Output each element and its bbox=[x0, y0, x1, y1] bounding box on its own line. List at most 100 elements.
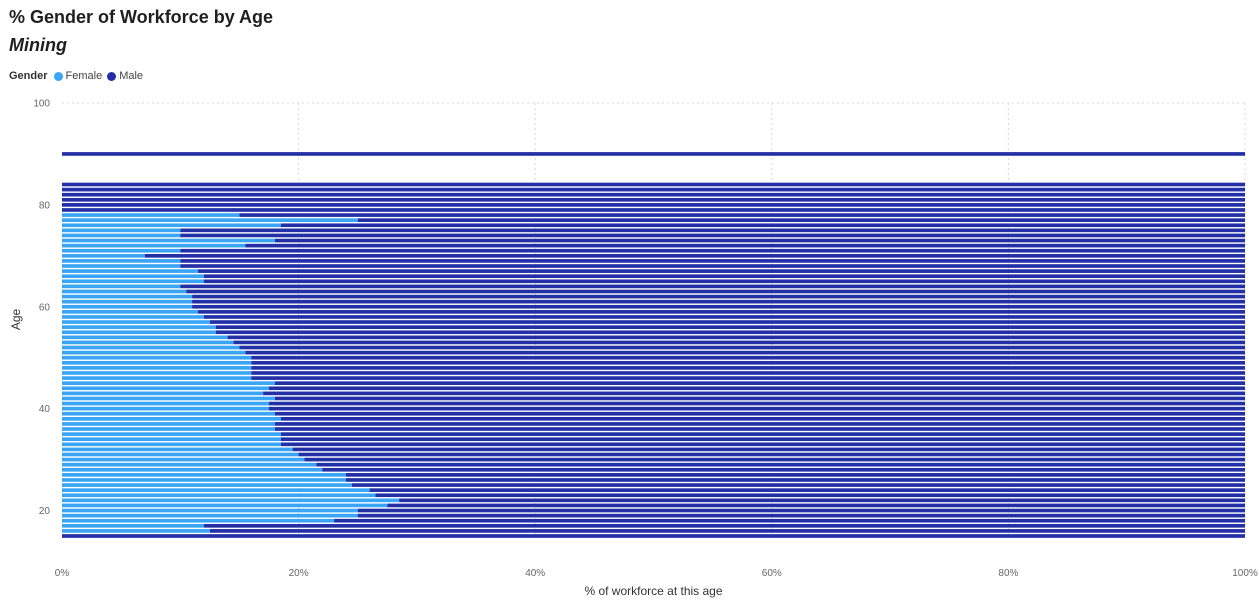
bar-female[interactable] bbox=[62, 299, 193, 304]
bar-female[interactable] bbox=[62, 264, 181, 268]
bar-male[interactable] bbox=[180, 228, 1245, 233]
bar-female[interactable] bbox=[62, 462, 317, 467]
bar-male[interactable] bbox=[357, 508, 1245, 513]
bar-female[interactable] bbox=[62, 371, 252, 375]
bar-male[interactable] bbox=[62, 197, 1245, 202]
bar-female[interactable] bbox=[62, 228, 181, 233]
bar-female[interactable] bbox=[62, 427, 275, 431]
bar-female[interactable] bbox=[62, 274, 204, 279]
bar-male[interactable] bbox=[334, 518, 1246, 523]
bar-female[interactable] bbox=[62, 366, 252, 370]
bar-male[interactable] bbox=[357, 513, 1245, 518]
bar-female[interactable] bbox=[62, 218, 358, 222]
bar-male[interactable] bbox=[62, 187, 1245, 192]
bar-male[interactable] bbox=[274, 422, 1245, 426]
bar-female[interactable] bbox=[62, 386, 270, 391]
bar-female[interactable] bbox=[62, 350, 246, 355]
legend-item-female[interactable]: Female bbox=[53, 70, 102, 82]
bar-female[interactable] bbox=[62, 335, 228, 340]
bar-male[interactable] bbox=[369, 488, 1246, 492]
bar-female[interactable] bbox=[62, 381, 275, 386]
bar-male[interactable] bbox=[192, 299, 1245, 304]
bar-female[interactable] bbox=[62, 437, 281, 442]
bar-male[interactable] bbox=[251, 376, 1245, 380]
bar-male[interactable] bbox=[269, 386, 1245, 391]
bar-female[interactable] bbox=[62, 259, 181, 263]
bar-male[interactable] bbox=[203, 315, 1246, 319]
bar-female[interactable] bbox=[62, 503, 388, 508]
bar-male[interactable] bbox=[280, 437, 1246, 442]
bar-female[interactable] bbox=[62, 452, 299, 457]
bar-male[interactable] bbox=[345, 478, 1245, 482]
bar-male[interactable] bbox=[251, 355, 1245, 360]
bar-male[interactable] bbox=[233, 340, 1245, 345]
bar-male[interactable] bbox=[269, 406, 1245, 411]
bar-female[interactable] bbox=[62, 401, 270, 406]
bar-male[interactable] bbox=[239, 213, 1245, 217]
bar-male[interactable] bbox=[215, 330, 1245, 335]
bar-female[interactable] bbox=[62, 396, 275, 401]
bar-male[interactable] bbox=[239, 345, 1245, 350]
bar-male[interactable] bbox=[251, 371, 1245, 375]
bar-male[interactable] bbox=[280, 432, 1246, 436]
bar-female[interactable] bbox=[62, 360, 252, 365]
bar-female[interactable] bbox=[62, 248, 181, 253]
bar-male[interactable] bbox=[209, 529, 1245, 533]
bar-male[interactable] bbox=[227, 335, 1245, 340]
bar-female[interactable] bbox=[62, 269, 199, 273]
bar-female[interactable] bbox=[62, 417, 281, 421]
bar-male[interactable] bbox=[203, 274, 1246, 279]
bar-female[interactable] bbox=[62, 447, 293, 452]
bar-male[interactable] bbox=[209, 320, 1245, 324]
bar-male[interactable] bbox=[399, 498, 1245, 503]
bar-male[interactable] bbox=[144, 253, 1245, 258]
bar-female[interactable] bbox=[62, 233, 181, 238]
bar-male[interactable] bbox=[280, 417, 1246, 421]
bar-female[interactable] bbox=[62, 238, 275, 243]
bar-male[interactable] bbox=[245, 350, 1246, 355]
bar-female[interactable] bbox=[62, 483, 352, 487]
bar-male[interactable] bbox=[62, 152, 1245, 156]
bar-female[interactable] bbox=[62, 508, 358, 513]
bar-female[interactable] bbox=[62, 253, 145, 258]
bar-male[interactable] bbox=[62, 208, 1245, 212]
bar-male[interactable] bbox=[62, 203, 1245, 207]
bar-male[interactable] bbox=[304, 457, 1245, 462]
bar-female[interactable] bbox=[62, 243, 246, 248]
bar-female[interactable] bbox=[62, 304, 193, 309]
bar-male[interactable] bbox=[180, 284, 1245, 289]
bar-female[interactable] bbox=[62, 432, 281, 436]
bar-female[interactable] bbox=[62, 488, 370, 492]
bar-female[interactable] bbox=[62, 513, 358, 518]
bar-male[interactable] bbox=[62, 192, 1245, 197]
bar-female[interactable] bbox=[62, 213, 240, 217]
bar-female[interactable] bbox=[62, 406, 270, 411]
bar-male[interactable] bbox=[245, 243, 1246, 248]
bar-male[interactable] bbox=[203, 523, 1246, 528]
bar-male[interactable] bbox=[263, 391, 1245, 396]
bar-female[interactable] bbox=[62, 223, 281, 228]
bar-male[interactable] bbox=[251, 366, 1245, 370]
bar-female[interactable] bbox=[62, 284, 181, 289]
bar-female[interactable] bbox=[62, 289, 187, 294]
bar-male[interactable] bbox=[351, 483, 1246, 487]
bar-male[interactable] bbox=[198, 310, 1245, 314]
bar-male[interactable] bbox=[357, 218, 1245, 222]
bar-female[interactable] bbox=[62, 493, 376, 498]
bar-male[interactable] bbox=[274, 381, 1245, 386]
bar-female[interactable] bbox=[62, 422, 275, 426]
bar-male[interactable] bbox=[274, 411, 1245, 416]
bar-female[interactable] bbox=[62, 345, 240, 350]
bar-female[interactable] bbox=[62, 457, 305, 462]
bar-male[interactable] bbox=[345, 473, 1245, 477]
bar-male[interactable] bbox=[203, 279, 1246, 284]
bar-male[interactable] bbox=[387, 503, 1245, 508]
bar-male[interactable] bbox=[280, 223, 1246, 228]
bar-female[interactable] bbox=[62, 294, 193, 299]
bar-male[interactable] bbox=[215, 325, 1245, 329]
bar-male[interactable] bbox=[280, 442, 1246, 447]
bar-female[interactable] bbox=[62, 340, 234, 345]
bar-male[interactable] bbox=[192, 304, 1245, 309]
bar-male[interactable] bbox=[186, 289, 1246, 294]
bar-female[interactable] bbox=[62, 411, 275, 416]
